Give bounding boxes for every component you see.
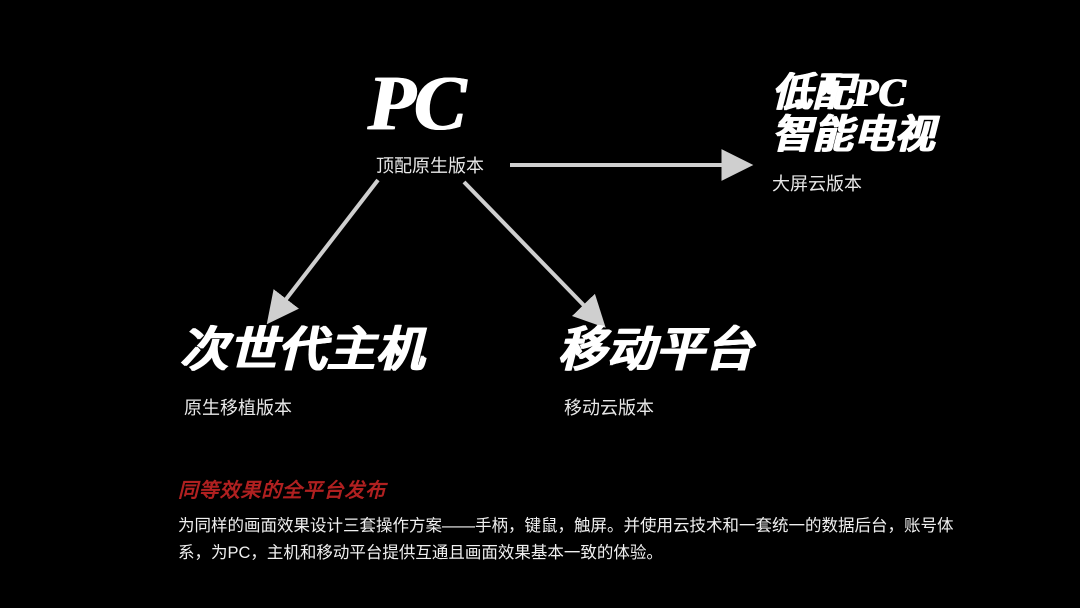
node-console-title: 次世代主机 [180, 326, 425, 376]
node-lowpc-tv-title: 低配PC 智能电视 [772, 72, 935, 156]
footer-title: 同等效果的全平台发布 [178, 474, 990, 503]
node-lowpc-title-line2: 智能电视 [772, 114, 935, 156]
edge-pc-to-right_bottom [464, 182, 602, 324]
node-lowpc-tv: 低配PC 智能电视 大屏云版本 [772, 72, 935, 196]
node-mobile-subtitle: 移动云版本 [564, 394, 754, 420]
edge-pc-to-left_bottom [270, 180, 378, 320]
node-pc: PC 顶配原生版本 [368, 62, 484, 178]
node-lowpc-tv-subtitle: 大屏云版本 [772, 170, 935, 196]
node-pc-subtitle: 顶配原生版本 [376, 152, 484, 178]
footer: 同等效果的全平台发布 为同样的画面效果设计三套操作方案——手柄，键鼠，触屏。并使… [178, 474, 990, 566]
node-console-subtitle: 原生移植版本 [184, 394, 425, 420]
node-pc-title: PC [368, 62, 484, 144]
node-mobile-title: 移动平台 [558, 326, 754, 376]
node-console: 次世代主机 原生移植版本 [180, 326, 425, 420]
footer-body: 为同样的画面效果设计三套操作方案——手柄，键鼠，触屏。并使用云技术和一套统一的数… [178, 513, 968, 566]
node-mobile: 移动平台 移动云版本 [558, 326, 754, 420]
node-lowpc-title-line1: 低配PC [772, 72, 935, 114]
